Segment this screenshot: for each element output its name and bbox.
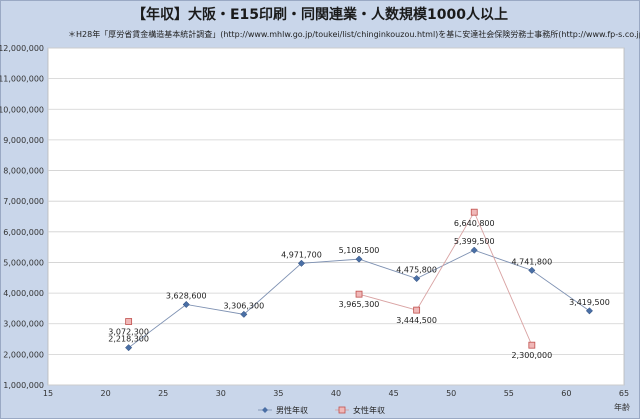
y-tick-label: 9,000,000 [3, 136, 44, 145]
male-point [413, 274, 421, 283]
y-tick-label: 6,000,000 [3, 228, 44, 237]
grid-lines [48, 47, 624, 386]
x-tick-label: 20 [101, 389, 111, 398]
y-tick-label: 7,000,000 [3, 197, 44, 206]
male-data-label: 5,108,500 [339, 246, 380, 255]
male-data-label: 3,419,500 [569, 298, 610, 307]
female-data-label: 3,444,500 [396, 316, 437, 325]
male-point [240, 310, 248, 318]
x-tick-label: 45 [389, 389, 399, 398]
legend-male-marker [262, 407, 268, 413]
male-data-label: 5,399,500 [454, 237, 495, 246]
y-axis-ticks: 1,000,000 2,000,000 3,000,000 4,000,000 5,00… [0, 44, 44, 390]
y-tick-label: 5,000,000 [3, 258, 44, 267]
legend-female-label: 女性年収 [353, 405, 385, 415]
male-point [355, 255, 363, 263]
male-data-label: 2,218,300 [108, 335, 149, 344]
male-point [528, 266, 536, 274]
female-data-label: 2,300,000 [511, 351, 552, 360]
x-axis-label: 年齢 [614, 402, 630, 412]
y-tick-label: 4,000,000 [3, 289, 44, 298]
male-point [125, 344, 133, 352]
legend: 男性年収 女性年収 [258, 405, 385, 415]
legend-male-label: 男性年収 [276, 405, 308, 415]
male-data-label: 4,971,700 [281, 250, 322, 259]
plot-area [47, 47, 625, 386]
x-axis-ticks: 15 20 25 30 35 40 45 50 55 60 65 [43, 389, 629, 398]
female-data-label: 3,072,300 [108, 328, 149, 337]
x-tick-label: 50 [446, 389, 456, 398]
male-data-label: 4,741,800 [511, 257, 552, 266]
chart-subtitle: ＊H28年「厚労省賃金構造基本統計調査」(http://www.mhlw.go.… [68, 30, 640, 39]
x-tick-label: 40 [331, 389, 341, 398]
female-point [125, 318, 133, 325]
y-tick-label: 8,000,000 [3, 167, 44, 176]
male-data-label: 3,628,600 [166, 291, 207, 300]
male-point [297, 259, 305, 267]
female-point [470, 208, 478, 216]
x-tick-label: 35 [273, 389, 283, 398]
data-labels: 2,218,300 3,628,600 3,306,300 4,971,700 5,10… [108, 219, 610, 360]
x-tick-label: 15 [43, 389, 53, 398]
x-tick-label: 30 [216, 389, 226, 398]
female-point [528, 341, 536, 349]
female-point [355, 290, 363, 298]
y-tick-label: 11,000,000 [0, 75, 44, 84]
male-point [182, 300, 190, 309]
series-layer [125, 208, 593, 352]
legend-female-marker [338, 406, 346, 414]
chart-title: 【年収】大阪・E15印刷・同関連業・人数規模1000人以上 [131, 7, 508, 23]
y-tick-label: 12,000,000 [0, 44, 44, 53]
y-tick-label: 3,000,000 [3, 320, 44, 329]
y-tick-label: 10,000,000 [0, 105, 44, 114]
x-tick-label: 65 [619, 389, 629, 398]
y-tick-label: 2,000,000 [3, 350, 44, 359]
x-tick-label: 25 [158, 389, 168, 398]
male-data-label: 3,306,300 [223, 301, 264, 310]
male-data-label: 4,475,800 [396, 266, 437, 275]
female-series-line [358, 211, 533, 346]
male-point [585, 307, 593, 315]
x-tick-label: 55 [504, 389, 514, 398]
female-data-label: 3,965,300 [339, 300, 380, 309]
female-data-label: 6,640,800 [454, 219, 495, 228]
male-point [470, 246, 478, 254]
female-point [413, 306, 421, 314]
x-tick-label: 60 [561, 389, 571, 398]
y-tick-label: 1,000,000 [3, 381, 44, 390]
